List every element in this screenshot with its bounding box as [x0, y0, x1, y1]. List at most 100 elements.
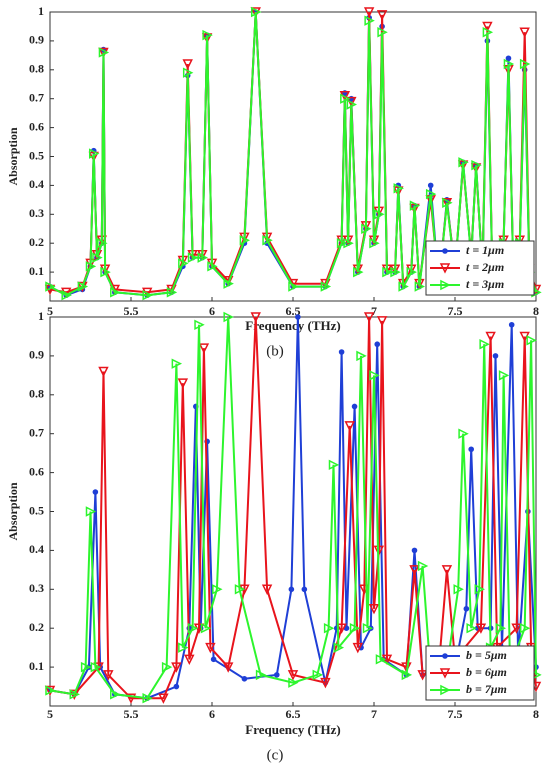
marker: [171, 662, 182, 673]
marker: [375, 654, 387, 665]
line: [49, 316, 537, 700]
marker: [125, 693, 137, 704]
marker: [511, 623, 522, 634]
marker: [336, 237, 348, 249]
marker: [369, 370, 380, 381]
marker: [100, 266, 111, 278]
marker: [178, 258, 189, 269]
marker: [250, 312, 261, 323]
marker: [288, 586, 295, 593]
marker: [171, 358, 183, 369]
marker: [274, 672, 280, 678]
marker: [406, 266, 417, 278]
caption: (c): [267, 747, 284, 763]
x-tick-label: 6.5: [286, 707, 301, 721]
marker: [485, 331, 496, 343]
marker: [374, 209, 385, 220]
y-tick-label: 0.7: [29, 425, 44, 439]
y-axis-label: Absorption: [6, 482, 20, 540]
marker: [363, 7, 375, 18]
marker: [210, 656, 217, 663]
y-tick-label: 0.5: [29, 148, 44, 162]
legend-label: t = 3μm: [466, 277, 504, 291]
marker: [349, 622, 361, 634]
marker: [178, 642, 189, 653]
marker: [336, 623, 347, 634]
x-tick-label: 5.5: [124, 707, 139, 721]
marker: [45, 685, 56, 696]
marker: [482, 27, 494, 38]
y-tick-label: 0.4: [29, 542, 44, 556]
marker: [526, 335, 537, 346]
marker: [182, 67, 194, 78]
x-tick-label: 7: [371, 707, 377, 721]
marker: [85, 261, 97, 272]
marker: [200, 622, 212, 634]
marker: [312, 669, 323, 681]
x-tick-label: 7.5: [448, 304, 463, 318]
marker: [92, 489, 99, 495]
series: [45, 311, 542, 704]
marker: [498, 370, 510, 381]
marker: [352, 642, 364, 654]
marker: [440, 279, 451, 291]
marker: [198, 343, 210, 354]
y-tick-label: 0.5: [29, 503, 44, 517]
y-tick-label: 0.2: [29, 235, 44, 249]
marker: [97, 237, 108, 249]
marker: [177, 378, 189, 389]
y-tick-label: 0.8: [29, 62, 44, 76]
y-axis-label: Absorption: [6, 127, 20, 185]
marker: [442, 197, 453, 208]
legend-label: b = 7μm: [466, 682, 507, 696]
x-tick-label: 7: [371, 304, 377, 318]
marker: [103, 670, 114, 681]
marker: [361, 223, 372, 234]
marker: [369, 237, 380, 249]
marker: [427, 182, 434, 189]
marker: [142, 693, 153, 704]
marker: [356, 350, 367, 362]
marker: [414, 281, 426, 292]
marker: [239, 235, 251, 246]
marker: [368, 604, 380, 615]
marker: [182, 59, 193, 70]
marker: [390, 266, 401, 278]
marker: [197, 252, 208, 263]
y-tick-label: 0.8: [29, 387, 44, 401]
marker: [398, 281, 409, 292]
marker: [288, 677, 299, 688]
marker: [223, 278, 234, 289]
marker: [466, 622, 477, 634]
x-tick-label: 5: [47, 707, 53, 721]
line: [49, 11, 537, 297]
marker: [471, 159, 482, 171]
marker: [409, 565, 420, 576]
legend-label: t = 1μm: [466, 243, 504, 257]
marker: [223, 311, 234, 323]
marker: [261, 584, 273, 595]
y-tick-label: 0.3: [29, 206, 44, 220]
x-tick-label: 5: [47, 304, 53, 318]
y-tick-label: 1: [38, 309, 44, 323]
marker: [458, 157, 469, 168]
marker: [98, 47, 110, 58]
marker: [205, 642, 216, 654]
x-tick-label: 6: [209, 707, 215, 721]
y-tick-label: 0.6: [29, 464, 44, 478]
marker: [158, 693, 169, 704]
marker: [519, 27, 530, 38]
marker: [250, 7, 261, 18]
marker: [442, 653, 448, 659]
marker: [439, 263, 451, 274]
marker: [173, 683, 180, 690]
marker: [110, 287, 121, 298]
marker: [411, 547, 418, 554]
marker: [441, 197, 453, 209]
x-tick-label: 6: [209, 304, 215, 318]
marker: [463, 605, 470, 612]
marker: [440, 684, 451, 696]
y-tick-label: 0.4: [29, 177, 44, 191]
marker: [45, 281, 56, 292]
